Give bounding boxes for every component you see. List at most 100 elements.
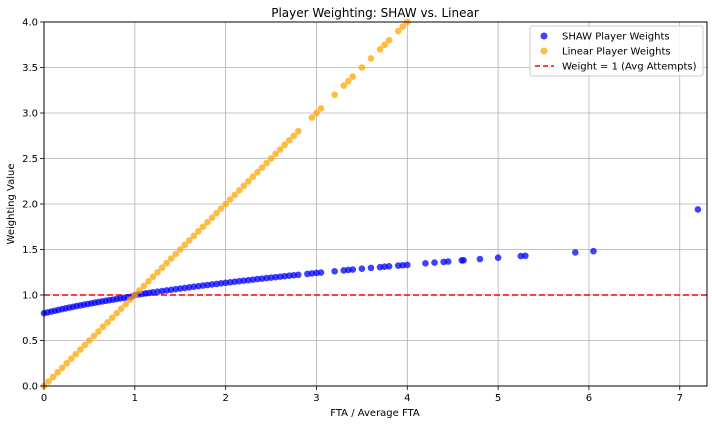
- data-point: [199, 223, 207, 231]
- x-tick-label: 2: [222, 393, 228, 404]
- data-point: [217, 205, 225, 212]
- data-point: [172, 250, 179, 258]
- data-point: [176, 246, 184, 253]
- data-point: [358, 265, 366, 273]
- data-point: [331, 267, 338, 275]
- data-point: [399, 23, 407, 30]
- data-point: [49, 373, 57, 381]
- data-point: [158, 264, 166, 272]
- data-point: [149, 273, 157, 281]
- data-point: [444, 258, 452, 265]
- data-point: [63, 359, 71, 367]
- data-point: [231, 191, 239, 199]
- legend-box: [529, 25, 704, 77]
- data-point: [140, 282, 148, 290]
- data-point: [249, 173, 257, 180]
- data-point: [572, 249, 579, 256]
- data-point: [476, 255, 484, 263]
- data-point: [136, 287, 143, 294]
- data-point: [263, 159, 270, 167]
- x-tick-label: 7: [677, 393, 683, 404]
- data-point: [403, 261, 411, 269]
- data-point: [381, 41, 388, 49]
- data-point: [349, 73, 357, 80]
- data-point: [222, 200, 229, 208]
- data-point: [331, 91, 338, 99]
- series-linear: [40, 18, 411, 390]
- data-point: [131, 291, 139, 299]
- chart-title: Player Weighting: SHAW vs. Linear: [271, 6, 479, 20]
- data-point: [122, 300, 130, 308]
- data-point: [113, 309, 120, 317]
- data-point: [344, 77, 352, 85]
- data-point: [108, 314, 116, 322]
- data-point: [145, 278, 152, 285]
- data-point: [67, 355, 75, 363]
- data-point: [276, 146, 284, 153]
- data-point: [86, 337, 93, 344]
- y-tick-label: 2.5: [22, 154, 38, 165]
- x-tick-label: 1: [132, 393, 138, 404]
- data-point: [281, 141, 288, 149]
- data-point: [95, 328, 102, 335]
- axis-ticks: 0 1 2 3 4 5 6 7 0.0 0.5 1.0 1.5 2.0 2.5 3.0 3.5 4.0: [22, 18, 683, 405]
- data-point: [694, 206, 702, 213]
- data-point: [590, 247, 597, 255]
- legend-marker: [540, 32, 548, 40]
- data-point: [117, 305, 125, 312]
- data-point: [181, 241, 189, 249]
- y-axis-label: Weighting Value: [6, 164, 17, 245]
- legend-marker: [540, 47, 548, 55]
- y-tick-label: 1.0: [22, 291, 38, 302]
- x-tick-label: 3: [313, 393, 319, 404]
- data-point: [431, 259, 438, 266]
- legend-label: Linear Player Weights: [562, 47, 671, 58]
- data-point: [267, 155, 275, 162]
- data-point: [460, 257, 467, 264]
- data-point: [340, 82, 348, 89]
- data-point: [58, 364, 66, 372]
- data-point: [367, 55, 375, 62]
- data-point: [254, 168, 261, 176]
- data-point: [308, 114, 316, 121]
- y-tick-label: 2.0: [22, 200, 38, 211]
- data-point: [317, 269, 325, 276]
- data-point: [195, 228, 202, 235]
- data-point: [54, 369, 61, 376]
- x-tick-label: 5: [495, 393, 501, 404]
- data-point: [367, 264, 375, 272]
- y-tick-label: 1.5: [22, 245, 38, 256]
- legend: SHAW Player Weights Linear Player Weights…: [529, 25, 704, 77]
- data-point: [245, 177, 252, 185]
- data-point: [213, 209, 220, 217]
- data-point: [77, 346, 84, 353]
- data-point: [186, 237, 193, 244]
- data-point: [104, 319, 111, 326]
- y-tick-label: 3.5: [22, 63, 38, 74]
- data-point: [163, 259, 170, 267]
- series-group: [40, 18, 702, 390]
- x-tick-label: 4: [404, 393, 410, 404]
- data-point: [126, 296, 134, 303]
- data-point: [226, 196, 234, 203]
- data-point: [295, 271, 302, 279]
- data-point: [240, 182, 248, 190]
- data-point: [167, 255, 175, 262]
- series-shaw: [40, 206, 702, 317]
- data-point: [272, 150, 279, 158]
- data-point: [376, 46, 384, 53]
- data-point: [90, 332, 98, 340]
- data-point: [99, 323, 107, 331]
- data-point: [394, 27, 402, 35]
- data-point: [494, 254, 502, 261]
- x-tick-label: 0: [41, 393, 47, 404]
- data-point: [285, 137, 293, 144]
- grid: [43, 21, 707, 387]
- data-point: [258, 164, 266, 171]
- legend-label: SHAW Player Weights: [562, 32, 670, 43]
- data-point: [154, 268, 161, 276]
- data-point: [72, 350, 80, 358]
- data-point: [81, 341, 89, 349]
